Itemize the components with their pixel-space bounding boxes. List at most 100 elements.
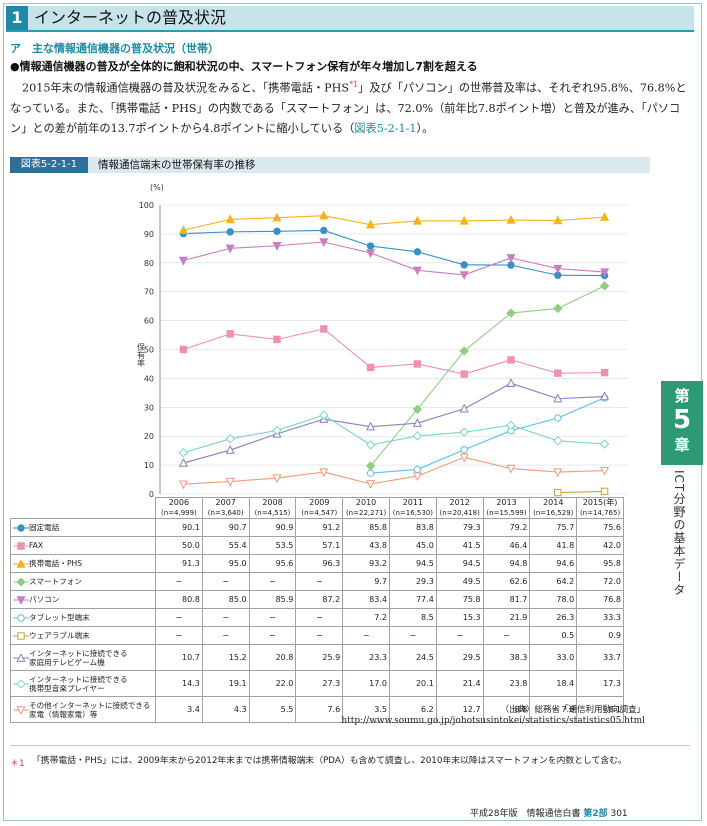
- series-2: [178, 210, 610, 234]
- chapter-tab[interactable]: 第 5 章: [661, 381, 703, 465]
- subsection-title: ア 主な情報通信機器の普及状況（世帯）: [10, 42, 219, 55]
- value-cell: 41.8: [529, 536, 578, 555]
- source-url[interactable]: http://www.soumu.go.jp/johotsusintokei/s…: [341, 716, 645, 726]
- y-tick-label: 40: [144, 374, 154, 383]
- data-point: [554, 369, 562, 377]
- data-point: [226, 330, 234, 338]
- table-header-row: 2006 (n=4,999) 2007 (n=3,640) 2008 (n=4,515) 2…: [10, 497, 624, 519]
- y-axis-label: 保有率: [137, 342, 146, 368]
- series-line-segment: [557, 470, 605, 473]
- value-cell: 49.5: [435, 572, 484, 591]
- series-line-segment: [370, 408, 418, 467]
- series-6: [554, 487, 609, 497]
- series-line-segment: [370, 245, 418, 253]
- year-header: 2012 (n=20,418): [435, 497, 484, 519]
- data-point: [366, 480, 376, 489]
- series-line-segment: [557, 397, 605, 419]
- series-line-segment: [417, 363, 465, 375]
- series-line-segment: [230, 230, 278, 233]
- value-cell: 91.2: [295, 518, 344, 537]
- data-point: [460, 446, 468, 454]
- series-line-segment: [510, 307, 558, 314]
- data-point: [553, 468, 563, 478]
- data-point: [413, 360, 422, 368]
- series-9: [178, 453, 610, 490]
- table-row: タブレット型端末 − − − −7.2 8.5 15.3 21.9 26.3 33.3: [10, 608, 624, 627]
- data-point: [412, 418, 422, 427]
- legend-marker: [13, 577, 29, 586]
- series-line-segment: [463, 382, 512, 410]
- value-cell: 91.3: [155, 554, 203, 573]
- data-point: [506, 214, 516, 224]
- value-cell: 15.3: [435, 608, 484, 627]
- footnote-mark: ＊1: [10, 759, 25, 769]
- value-cell: 62.6: [482, 572, 531, 591]
- value-cell: 17.0: [342, 670, 390, 697]
- series-label-cell: 携帯電話・PHS: [10, 554, 156, 573]
- value-cell: 33.7: [576, 644, 624, 671]
- series-line-segment: [230, 477, 278, 483]
- value-cell: 42.0: [576, 536, 624, 555]
- figure-ref-link[interactable]: 図表5-2-1-1: [354, 121, 417, 135]
- series-line-segment: [464, 257, 512, 276]
- series-line-segment: [323, 328, 371, 368]
- value-cell: 83.4: [342, 590, 390, 609]
- footnote-text: 「携帯電話・PHS」には、2009年末から2012年末までは携帯情報端末（PDA…: [32, 756, 627, 766]
- figure-title: 情報通信端末の世帯保有率の推移: [98, 159, 256, 171]
- value-cell: 64.2: [529, 572, 578, 591]
- series-line-segment: [417, 408, 465, 424]
- series-line-segment: [230, 433, 278, 451]
- data-point: [554, 488, 562, 497]
- series-line-segment: [557, 372, 605, 374]
- y-tick-label: 0: [149, 490, 154, 499]
- legend-marker: [13, 559, 29, 568]
- series-name: インターネットに接続できる 携帯型音楽プレイヤー: [29, 674, 128, 693]
- data-point: [366, 363, 375, 372]
- series-line-segment: [323, 418, 371, 428]
- data-point: [16, 577, 26, 586]
- y-tick-label: 10: [144, 461, 154, 470]
- footer-edition: 平成28年版 情報通信白書: [470, 809, 581, 819]
- series-label-cell: その他インターネットに接続できる 家電（情報家電）等: [10, 696, 156, 723]
- series-line-segment: [510, 219, 558, 222]
- series-line-segment: [230, 333, 278, 340]
- value-cell: 95.8: [576, 554, 624, 573]
- series-line-segment: [510, 264, 558, 276]
- footnote-ref[interactable]: *1: [349, 80, 359, 89]
- value-cell: 93.2: [342, 554, 390, 573]
- year-header: 2006 (n=4,999): [155, 497, 203, 519]
- data-point: [319, 410, 329, 420]
- value-cell: −: [201, 608, 250, 627]
- y-tick-label: 70: [144, 288, 154, 297]
- series-line-segment: [183, 218, 231, 231]
- section-title: インターネットの普及状況: [34, 8, 227, 27]
- series-line-segment: [510, 359, 558, 374]
- value-cell: 77.4: [388, 590, 437, 609]
- lead-bullet: ●情報通信機器の普及が全体的に飽和状況の中、スマートフォン保有が年々増加し7割を…: [10, 60, 478, 73]
- table-row: パソコン 80.8 85.0 85.9 87.2 83.4 77.4 75.8 81.7 78.0…: [10, 590, 624, 609]
- series-line-segment: [183, 333, 231, 351]
- data-point: [600, 391, 610, 401]
- value-cell: 95.0: [201, 554, 250, 573]
- legend-marker: [13, 596, 29, 604]
- series-line-segment: [276, 229, 324, 232]
- data-point: [366, 219, 376, 229]
- value-cell: 4.3: [201, 696, 250, 723]
- data-point: [225, 444, 235, 454]
- chapter-side-title: ICT分野の基本データ: [672, 470, 686, 597]
- section-number: 1: [6, 6, 28, 30]
- value-cell: 79.2: [482, 518, 531, 537]
- value-cell: 0.9: [576, 626, 624, 645]
- data-point: [412, 404, 423, 415]
- para-part2: 」及び「パソコン」の世帯普及率は、それぞれ95.8%、76.8%となっている。ま…: [10, 81, 687, 135]
- data-point: [272, 425, 282, 436]
- line-chart: (%) 保有率 0 10 20 30 40 50 60 70 80 90 100: [137, 183, 628, 499]
- sample-size-label: (n=4,547): [301, 509, 338, 517]
- y-tick-label: 30: [144, 403, 154, 412]
- series-line-segment: [183, 438, 231, 454]
- data-table: 2006 (n=4,999) 2007 (n=3,640) 2008 (n=4,515) 2…: [10, 497, 624, 723]
- section-header: 1 インターネットの普及状況: [6, 6, 694, 32]
- series-line-segment: [276, 241, 324, 247]
- value-cell: 75.7: [529, 518, 578, 537]
- value-cell: 90.9: [248, 518, 297, 537]
